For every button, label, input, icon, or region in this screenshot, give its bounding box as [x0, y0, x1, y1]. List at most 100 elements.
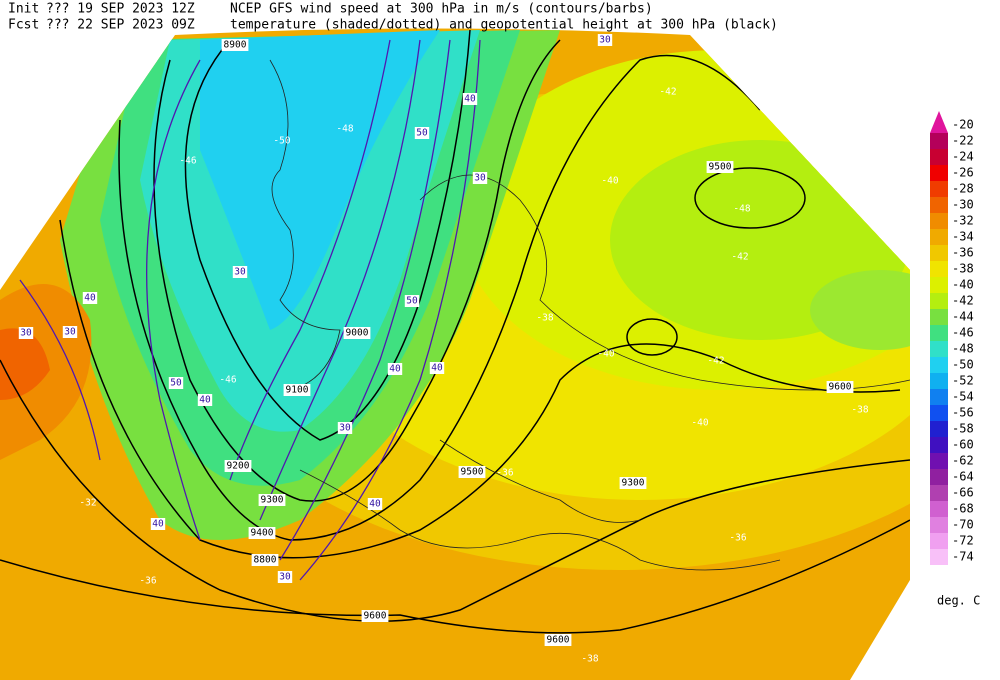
colorbar-label: -26 — [952, 166, 974, 180]
label-background — [343, 327, 371, 339]
colorbar-swatch — [930, 165, 948, 181]
height-label: 9500 — [461, 467, 484, 478]
temperature-label: -38 — [536, 313, 553, 324]
label-background — [387, 363, 403, 375]
colorbar-label: -30 — [952, 198, 974, 212]
colorbar-swatch — [930, 549, 948, 565]
colorbar-swatch — [930, 501, 948, 517]
colorbar-swatch — [930, 261, 948, 277]
wind-contours — [19, 39, 481, 581]
colorbar-label: -44 — [952, 310, 974, 324]
temperature-label: -36 — [496, 468, 513, 479]
colorbar-label: -74 — [952, 550, 974, 564]
colorbar-label: -66 — [952, 486, 974, 500]
temperature-label: -36 — [139, 576, 156, 587]
colorbar-swatch — [930, 277, 948, 293]
label-background — [429, 362, 445, 374]
label-background — [18, 327, 34, 339]
wind-label: 30 — [599, 35, 611, 46]
colorbar-label: -54 — [952, 390, 974, 404]
label-background — [544, 634, 572, 646]
height-label: 9200 — [227, 461, 250, 472]
wind-label: 30 — [64, 327, 76, 338]
label-background — [224, 460, 252, 472]
temperature-label: -40 — [691, 418, 708, 429]
colorbar-swatch — [930, 325, 948, 341]
label-background — [248, 527, 276, 539]
label-background — [706, 161, 734, 173]
colorbar-swatch — [930, 421, 948, 437]
label-background — [367, 498, 383, 510]
colorbar-units: deg. C — [937, 594, 980, 608]
temperature-label: -40 — [601, 176, 618, 187]
colorbar-label: -56 — [952, 406, 974, 420]
label-background — [168, 377, 184, 389]
height-label: 9600 — [829, 382, 852, 393]
wind-label: 50 — [406, 296, 418, 307]
colorbar-label: -42 — [952, 294, 974, 308]
colorbar-swatch — [930, 213, 948, 229]
height-label: 9300 — [261, 495, 284, 506]
colorbar-label: -46 — [952, 326, 974, 340]
height-label: 9600 — [364, 611, 387, 622]
colorbar-swatch — [930, 181, 948, 197]
colorbar-swatch — [930, 197, 948, 213]
label-background — [62, 326, 78, 338]
coastlines — [269, 59, 910, 571]
height-label: 9300 — [622, 478, 645, 489]
colorbar-swatch — [930, 133, 948, 149]
label-background — [361, 610, 389, 622]
label-background — [337, 422, 353, 434]
wind-label: 30 — [279, 572, 291, 583]
colorbar-label: -60 — [952, 438, 974, 452]
colorbar-label: -24 — [952, 150, 974, 164]
label-background — [404, 295, 420, 307]
wind-label: 40 — [369, 499, 381, 510]
height-label: 8900 — [224, 40, 247, 51]
height-label: 9600 — [547, 635, 570, 646]
label-background — [197, 394, 213, 406]
colorbar-swatch — [930, 357, 948, 373]
temperature-label: -38 — [851, 405, 868, 416]
wind-label: 30 — [234, 267, 246, 278]
temperature-label: -48 — [733, 204, 750, 215]
colorbar-swatch — [930, 469, 948, 485]
label-background — [619, 477, 647, 489]
temperature-label: -38 — [581, 654, 598, 665]
init-label: Init — [8, 2, 39, 17]
fcst-text: ??? 22 SEP 2023 09Z — [46, 18, 195, 33]
label-background — [258, 494, 286, 506]
title-line-1: NCEP GFS wind speed at 300 hPa in m/s (c… — [230, 2, 653, 17]
height-label: 9400 — [251, 528, 274, 539]
label-background — [232, 266, 248, 278]
colorbar-label: -22 — [952, 134, 974, 148]
temperature-label: -46 — [219, 375, 236, 386]
colorbar-label: -70 — [952, 518, 974, 532]
colorbar-swatch — [930, 533, 948, 549]
wind-label: 30 — [474, 173, 486, 184]
label-background — [283, 384, 311, 396]
colorbar-label: -72 — [952, 534, 974, 548]
temperature-label: -40 — [597, 349, 614, 360]
label-background — [597, 34, 613, 46]
colorbar-swatch — [930, 149, 948, 165]
height-label: 9500 — [709, 162, 732, 173]
colorbar-label: -20 — [952, 118, 974, 132]
label-background — [414, 127, 430, 139]
wind-label: 40 — [199, 395, 211, 406]
colorbar-swatch — [930, 293, 948, 309]
temperature-label: -48 — [336, 124, 353, 135]
wind-label: 50 — [170, 378, 182, 389]
height-label: 9100 — [286, 385, 309, 396]
label-background — [251, 554, 279, 566]
colorbar-swatch — [930, 485, 948, 501]
wind-label: 40 — [152, 519, 164, 530]
label-background — [462, 93, 478, 105]
colorbar-label: -68 — [952, 502, 974, 516]
temperature-label: -42 — [659, 87, 676, 98]
fcst-label: Fcst — [8, 18, 39, 33]
colorbar-label: -52 — [952, 374, 974, 388]
temperature-label: -32 — [79, 498, 96, 509]
colorbar-label: -64 — [952, 470, 974, 484]
colorbar: -20 -22 -24 -26 -28 -30 -32 -34 -36 -38 -40 -42 -44 -… — [930, 111, 974, 565]
